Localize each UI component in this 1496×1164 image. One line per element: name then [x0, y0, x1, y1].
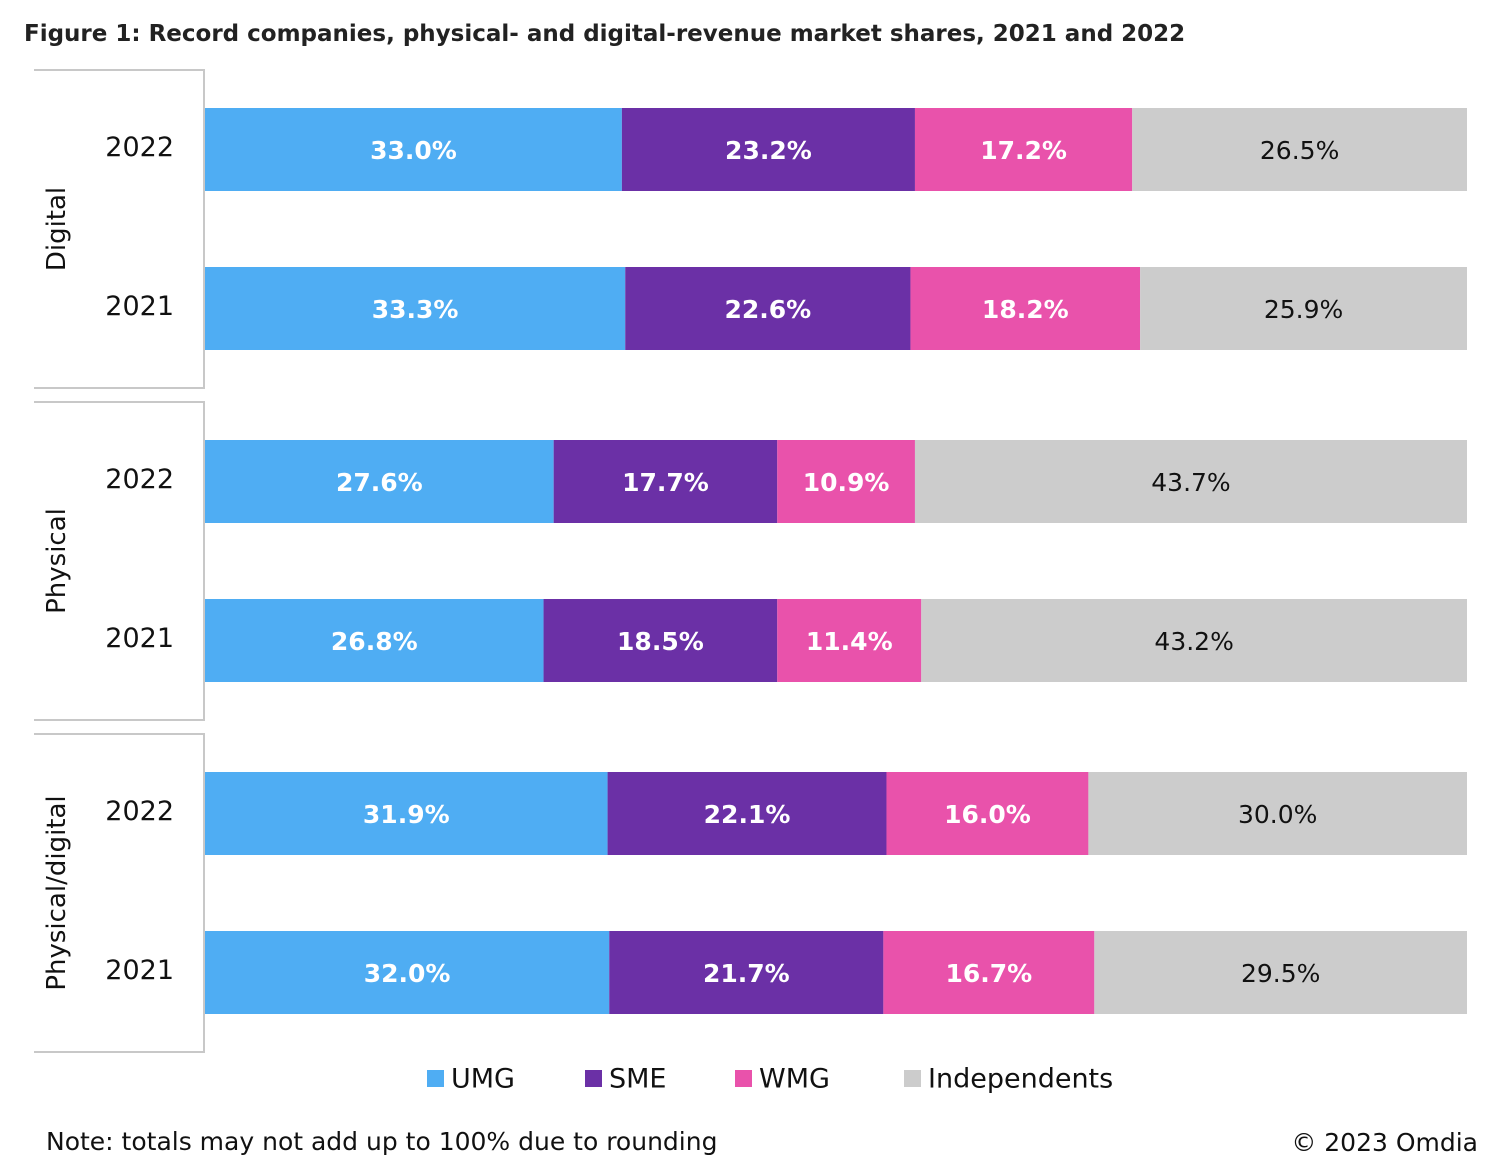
legend-item-wmg: WMG [735, 1064, 830, 1095]
chart-title: Figure 1: Record companies, physical- an… [24, 21, 1185, 47]
bar-segment-umg [205, 931, 610, 1014]
data-label: 17.7% [622, 468, 709, 497]
group-label: Physical [42, 508, 72, 614]
legend-label: UMG [451, 1064, 515, 1095]
group-label: Physical/digital [42, 795, 72, 990]
bar-segment-independents [1132, 108, 1467, 191]
group-bracket [34, 401, 205, 721]
data-label: 25.9% [1264, 295, 1343, 324]
data-label: 43.2% [1154, 627, 1233, 656]
bar-segment-wmg [914, 108, 1133, 191]
bar-segment-umg [205, 599, 544, 682]
data-label: 21.7% [703, 959, 790, 988]
source-credit: © 2023 Omdia [1291, 1128, 1478, 1157]
bar-segment-wmg [883, 931, 1095, 1014]
bar-segment-sme [625, 267, 911, 350]
year-label: 2022 [105, 132, 174, 163]
bar-segment-sme [607, 772, 887, 855]
group-physical-digital: Physical/digital 2022 31.9% 22.1% 16.0% 30.0%… [34, 733, 1467, 1053]
plot-area: Digital 2022 33.0% 23.2% 17.2% 26.5% 2021 33.3%… [34, 69, 1467, 1053]
bar-segment-independents [914, 440, 1467, 523]
legend-label: WMG [759, 1064, 830, 1095]
data-label: 30.0% [1238, 800, 1317, 829]
data-label: 26.5% [1260, 136, 1339, 165]
legend-swatch [904, 1070, 921, 1087]
bar-segment-independents [921, 599, 1467, 682]
bar-segment-umg [205, 267, 626, 350]
bar-segment-wmg [886, 772, 1089, 855]
legend-item-umg: UMG [427, 1064, 515, 1095]
bar-segment-sme [609, 931, 884, 1014]
bar-segment-wmg [777, 440, 915, 523]
group-physical: Physical 2022 27.6% 17.7% 10.9% 43.7% 2021 26.8… [34, 401, 1467, 721]
bar-segment-sme [543, 599, 778, 682]
data-label: 22.1% [704, 800, 791, 829]
legend: UMG SME WMG Independents [427, 1064, 1113, 1095]
legend-item-sme: SME [585, 1064, 667, 1095]
data-label: 17.2% [980, 136, 1067, 165]
bar-segment-wmg [777, 599, 922, 682]
legend-swatch [735, 1070, 752, 1087]
data-label: 27.6% [336, 468, 423, 497]
group-digital: Digital 2022 33.0% 23.2% 17.2% 26.5% 2021 33.3%… [34, 69, 1467, 389]
data-label: 16.7% [945, 959, 1032, 988]
group-bracket [34, 733, 205, 1053]
group-label: Digital [42, 187, 72, 271]
bar-segment-umg [205, 440, 554, 523]
year-label: 2021 [105, 291, 174, 322]
data-label: 29.5% [1241, 959, 1320, 988]
data-label: 31.9% [363, 800, 450, 829]
year-label: 2022 [105, 464, 174, 495]
legend-item-independents: Independents [904, 1064, 1113, 1095]
data-label: 32.0% [364, 959, 451, 988]
data-label: 11.4% [806, 627, 893, 656]
bar-segment-independents [1094, 931, 1467, 1014]
group-bracket [34, 69, 205, 389]
bar-segment-umg [205, 108, 622, 191]
legend-label: Independents [928, 1064, 1113, 1095]
data-label: 18.5% [617, 627, 704, 656]
data-label: 18.2% [982, 295, 1069, 324]
data-label: 23.2% [725, 136, 812, 165]
bar-segment-umg [205, 772, 608, 855]
data-label: 10.9% [803, 468, 890, 497]
legend-swatch [585, 1070, 602, 1087]
year-label: 2021 [105, 955, 174, 986]
data-label: 33.3% [372, 295, 459, 324]
data-label: 26.8% [331, 627, 418, 656]
bar-segment-independents [1140, 267, 1467, 350]
data-label: 33.0% [370, 136, 457, 165]
legend-label: SME [609, 1064, 667, 1095]
bar-segment-wmg [910, 267, 1141, 350]
legend-swatch [427, 1070, 444, 1087]
data-label: 16.0% [944, 800, 1031, 829]
bar-segment-sme [553, 440, 778, 523]
data-label: 43.7% [1151, 468, 1230, 497]
bar-segment-sme [621, 108, 915, 191]
footnote: Note: totals may not add up to 100% due … [46, 1127, 717, 1156]
year-label: 2022 [105, 796, 174, 827]
year-label: 2021 [105, 623, 174, 654]
bar-segment-independents [1088, 772, 1467, 855]
data-label: 22.6% [724, 295, 811, 324]
